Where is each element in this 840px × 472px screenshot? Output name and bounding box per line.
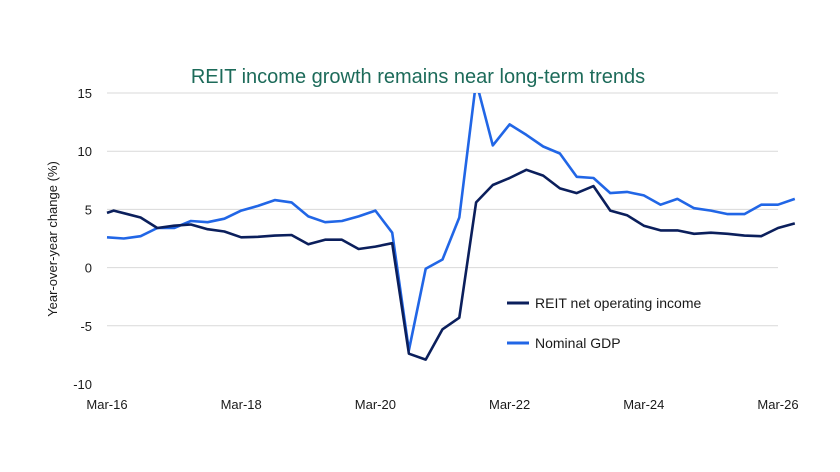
series-line-0 [106,168,796,361]
x-tick-label: Mar-20 [355,397,396,412]
y-tick-label: 0 [85,261,92,276]
x-tick-label: Mar-18 [221,397,262,412]
x-tick-label: Mar-26 [757,397,798,412]
x-tick-label: Mar-22 [489,397,530,412]
y-tick-label: 15 [78,86,92,101]
x-axis-ticks: Mar-16 Mar-18 Mar-20 Mar-22 Mar-24 Mar-26 [86,397,798,412]
y-tick-label: 10 [78,144,92,159]
legend-label: REIT net operating income [535,295,701,311]
series-lines [106,93,796,361]
y-tick-label: -10 [73,377,92,392]
y-tick-label: 5 [85,202,92,217]
series-line-1 [106,93,796,352]
x-tick-label: Mar-24 [623,397,664,412]
grid-lines [107,92,778,327]
chart-title: REIT income growth remains near long-ter… [191,66,645,88]
y-axis-ticks: 15 10 5 0 -5 -10 [73,86,92,392]
y-axis-label: Year-over-year change (%) [45,161,60,317]
legend: REIT net operating income Nominal GDP [507,295,701,351]
x-tick-label: Mar-16 [86,397,127,412]
y-tick-label: -5 [80,319,92,334]
legend-label: Nominal GDP [535,335,621,351]
